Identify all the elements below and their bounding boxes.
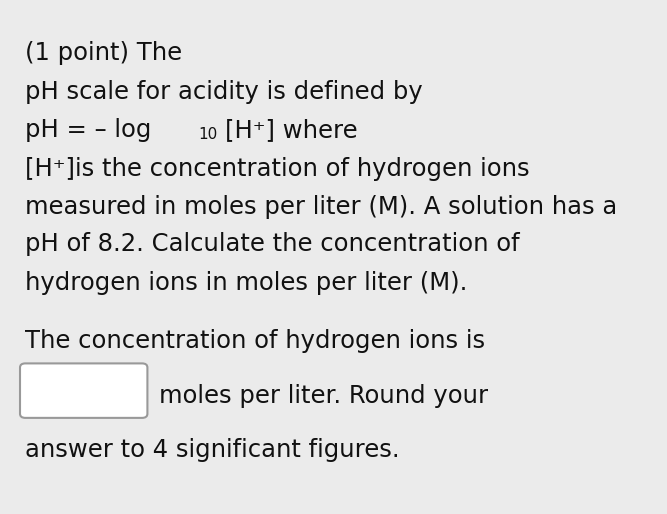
Text: pH scale for acidity is defined by: pH scale for acidity is defined by bbox=[25, 80, 423, 104]
FancyBboxPatch shape bbox=[20, 363, 147, 418]
Text: The concentration of hydrogen ions is: The concentration of hydrogen ions is bbox=[25, 329, 486, 353]
Text: pH of 8.2. Calculate the concentration of: pH of 8.2. Calculate the concentration o… bbox=[25, 232, 520, 256]
Text: [H⁺]is the concentration of hydrogen ions: [H⁺]is the concentration of hydrogen ion… bbox=[25, 157, 530, 181]
Text: hydrogen ions in moles per liter (M).: hydrogen ions in moles per liter (M). bbox=[25, 271, 468, 295]
Text: moles per liter. Round your: moles per liter. Round your bbox=[159, 384, 488, 409]
Text: pH = – log: pH = – log bbox=[25, 118, 151, 142]
Text: [H⁺] where: [H⁺] where bbox=[225, 118, 358, 142]
Text: 10: 10 bbox=[199, 127, 218, 142]
Text: measured in moles per liter (M). A solution has a: measured in moles per liter (M). A solut… bbox=[25, 195, 618, 219]
Text: answer to 4 significant figures.: answer to 4 significant figures. bbox=[25, 438, 400, 462]
Text: (1 point) The: (1 point) The bbox=[25, 41, 183, 65]
